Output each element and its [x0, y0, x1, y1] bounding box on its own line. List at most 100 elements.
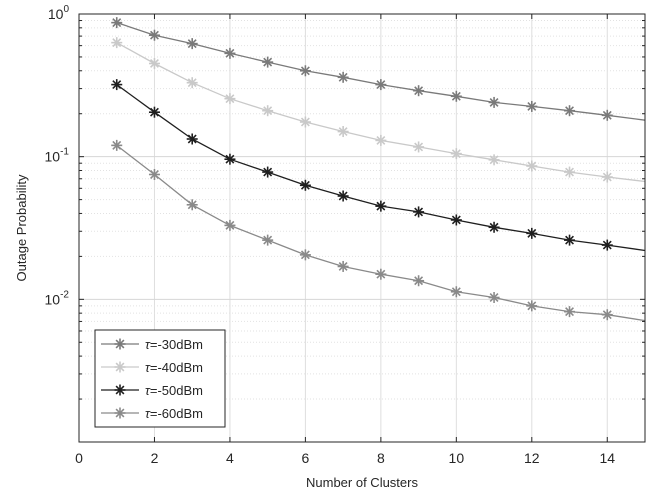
data-point-marker: [337, 260, 349, 272]
marker-stroke: [187, 134, 197, 144]
marker-stroke: [565, 167, 574, 177]
data-point-marker: [526, 160, 538, 172]
x-tick-label: 4: [226, 450, 234, 466]
marker-stroke: [376, 80, 386, 90]
marker-stroke: [263, 106, 273, 116]
marker-stroke: [527, 161, 537, 171]
marker-stroke: [300, 117, 310, 127]
data-point-marker: [413, 206, 425, 218]
data-point-marker: [337, 71, 349, 83]
marker-stroke: [187, 200, 197, 210]
marker-stroke: [150, 59, 159, 68]
marker-stroke: [225, 220, 235, 230]
marker-stroke: [150, 107, 159, 117]
y-tick-label: 10-2: [45, 289, 70, 307]
marker-stroke: [451, 287, 461, 297]
data-point-marker: [148, 106, 160, 118]
marker-stroke: [451, 149, 461, 159]
data-point-marker: [450, 148, 462, 160]
data-point-marker: [299, 249, 311, 261]
data-point-marker: [299, 179, 311, 191]
marker-stroke: [527, 101, 537, 111]
legend-label: τ=-50dBm: [145, 383, 203, 398]
marker-stroke: [602, 240, 612, 250]
x-tick-label: 0: [75, 450, 83, 466]
data-point-marker: [601, 171, 613, 183]
y-tick-label: 10-1: [45, 147, 70, 165]
data-point-marker: [375, 79, 387, 91]
x-tick-label: 14: [599, 450, 615, 466]
data-point-marker: [375, 134, 387, 146]
data-point-marker: [488, 221, 500, 233]
marker-stroke: [489, 155, 499, 165]
series-4: [111, 139, 646, 322]
legend-box: [94, 329, 226, 428]
marker-stroke: [414, 207, 424, 217]
marker-stroke: [489, 293, 499, 302]
y-axis-label: Outage Probability: [14, 174, 29, 281]
marker-stroke: [225, 48, 235, 58]
x-tick-label: 12: [524, 450, 540, 466]
data-point-marker: [111, 37, 123, 49]
marker-stroke: [338, 72, 348, 82]
marker-stroke: [263, 235, 273, 245]
legend-entry: τ=-50dBm: [101, 383, 203, 398]
marker-stroke: [300, 180, 310, 190]
marker-stroke: [112, 140, 122, 150]
marker-stroke: [112, 80, 122, 90]
data-point-marker: [564, 234, 576, 246]
legend-marker: [114, 384, 126, 396]
marker-stroke: [602, 110, 612, 120]
marker-stroke: [150, 30, 159, 40]
marker-stroke: [263, 167, 273, 177]
marker-stroke: [115, 362, 125, 372]
legend-label: τ=-40dBm: [145, 360, 203, 375]
marker-stroke: [451, 91, 461, 101]
data-point-marker: [186, 38, 198, 50]
data-point-marker: [262, 166, 274, 178]
data-point-marker: [111, 17, 123, 29]
data-point-marker: [564, 105, 576, 117]
data-point-marker: [148, 57, 160, 69]
data-point-marker: [224, 219, 236, 231]
grid: [79, 14, 645, 442]
data-point-marker: [413, 141, 425, 153]
marker-stroke: [565, 307, 574, 317]
marker-stroke: [376, 269, 386, 279]
data-point-marker: [526, 100, 538, 112]
data-point-marker: [488, 96, 500, 108]
legend-label: τ=-30dBm: [145, 337, 203, 352]
data-point-marker: [224, 47, 236, 59]
legend-label: τ=-60dBm: [145, 406, 203, 421]
data-point-marker: [299, 65, 311, 77]
legend-marker: [114, 338, 126, 350]
plot-frame: [78, 13, 646, 443]
data-point-marker: [450, 214, 462, 226]
data-point-marker: [148, 29, 160, 41]
data-point-marker: [262, 56, 274, 68]
marker-stroke: [338, 127, 348, 136]
marker-stroke: [225, 154, 235, 164]
x-tick-label: 2: [151, 450, 159, 466]
data-point-marker: [564, 166, 576, 178]
axis-ticks: 0 2 4 6 8 10 12 14 100 10-1 10-2: [45, 4, 645, 466]
marker-stroke: [565, 235, 574, 245]
data-point-marker: [488, 154, 500, 166]
data-point-marker: [601, 109, 613, 121]
data-point-marker: [224, 153, 236, 165]
legend-marker: [114, 361, 126, 373]
series-lines: [111, 17, 646, 322]
marker-stroke: [527, 301, 537, 311]
marker-stroke: [414, 86, 424, 96]
data-point-marker: [450, 286, 462, 298]
marker-stroke: [376, 135, 386, 145]
marker-stroke: [338, 262, 348, 271]
data-point-marker: [601, 239, 613, 251]
data-point-marker: [450, 90, 462, 102]
marker-stroke: [115, 408, 125, 418]
data-point-marker: [413, 85, 425, 97]
marker-stroke: [565, 106, 574, 116]
marker-stroke: [489, 97, 499, 107]
legend-marker: [114, 407, 126, 419]
marker-stroke: [187, 39, 197, 49]
